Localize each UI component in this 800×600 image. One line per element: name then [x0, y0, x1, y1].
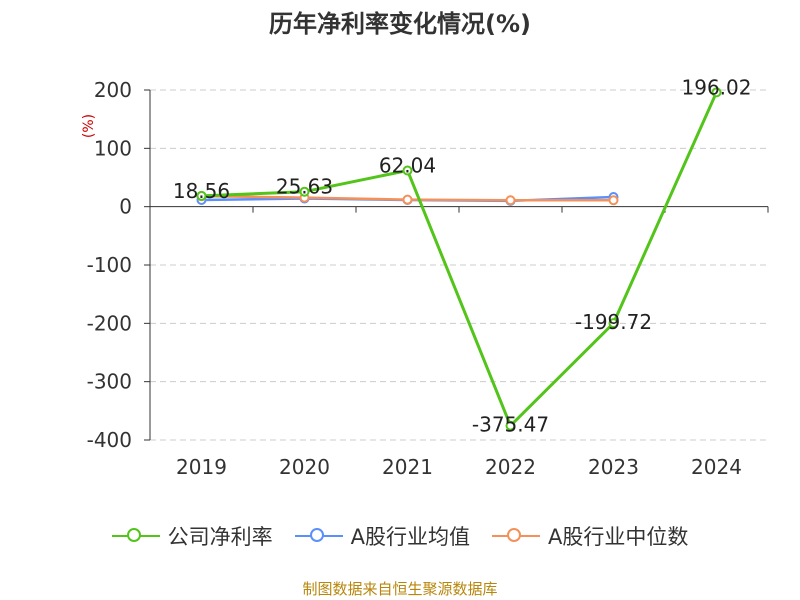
- x-tick-label: 2023: [588, 455, 639, 479]
- legend-item-industry-median[interactable]: A股行业中位数: [492, 521, 688, 551]
- data-label: -375.47: [472, 413, 549, 437]
- data-point: [505, 195, 516, 206]
- chart-title: 历年净利率变化情况(%): [269, 10, 531, 38]
- x-tick-label: 2019: [176, 455, 227, 479]
- data-source-note: 制图数据来自恒生聚源数据库: [302, 580, 498, 598]
- x-tick-label: 2020: [279, 455, 330, 479]
- y-axis-label: (%): [81, 114, 97, 138]
- y-tick-label: -300: [87, 370, 132, 394]
- data-point: [711, 87, 722, 98]
- data-point: [505, 420, 516, 431]
- legend: 公司净利率 A股行业均值 A股行业中位数: [0, 520, 800, 552]
- y-tick-label: 100: [94, 136, 132, 160]
- series-line-0: [201, 91, 718, 428]
- y-tick-label: 200: [94, 78, 132, 102]
- legend-swatch-company: [111, 528, 160, 544]
- legend-swatch-industry-mean: [294, 528, 343, 544]
- legend-item-industry-mean[interactable]: A股行业均值: [294, 521, 470, 551]
- data-point: [608, 318, 619, 329]
- legend-swatch-industry-median: [492, 528, 540, 544]
- legend-label-company: 公司净利率: [167, 525, 273, 549]
- data-point: [402, 194, 413, 205]
- data-label: 196.02: [682, 75, 752, 99]
- data-label: 25.63: [276, 175, 333, 199]
- y-tick-label: -100: [87, 253, 132, 277]
- x-tick-label: 2021: [382, 455, 433, 479]
- legend-label-industry-median: A股行业中位数: [548, 525, 689, 549]
- data-point: [196, 190, 207, 201]
- y-tick-label: -400: [87, 428, 132, 452]
- data-point: [402, 165, 413, 176]
- x-tick-label: 2024: [691, 455, 742, 479]
- x-tick-label: 2022: [485, 455, 536, 479]
- data-label: 18.56: [173, 179, 230, 203]
- data-label: 62.04: [379, 153, 436, 177]
- y-tick-label: 0: [119, 195, 132, 219]
- legend-item-company[interactable]: 公司净利率: [111, 521, 273, 551]
- y-tick-label: -200: [87, 311, 132, 335]
- data-point: [608, 195, 619, 206]
- data-label: -199.72: [575, 310, 652, 334]
- legend-label-industry-mean: A股行业均值: [350, 525, 470, 549]
- data-point: [299, 186, 310, 197]
